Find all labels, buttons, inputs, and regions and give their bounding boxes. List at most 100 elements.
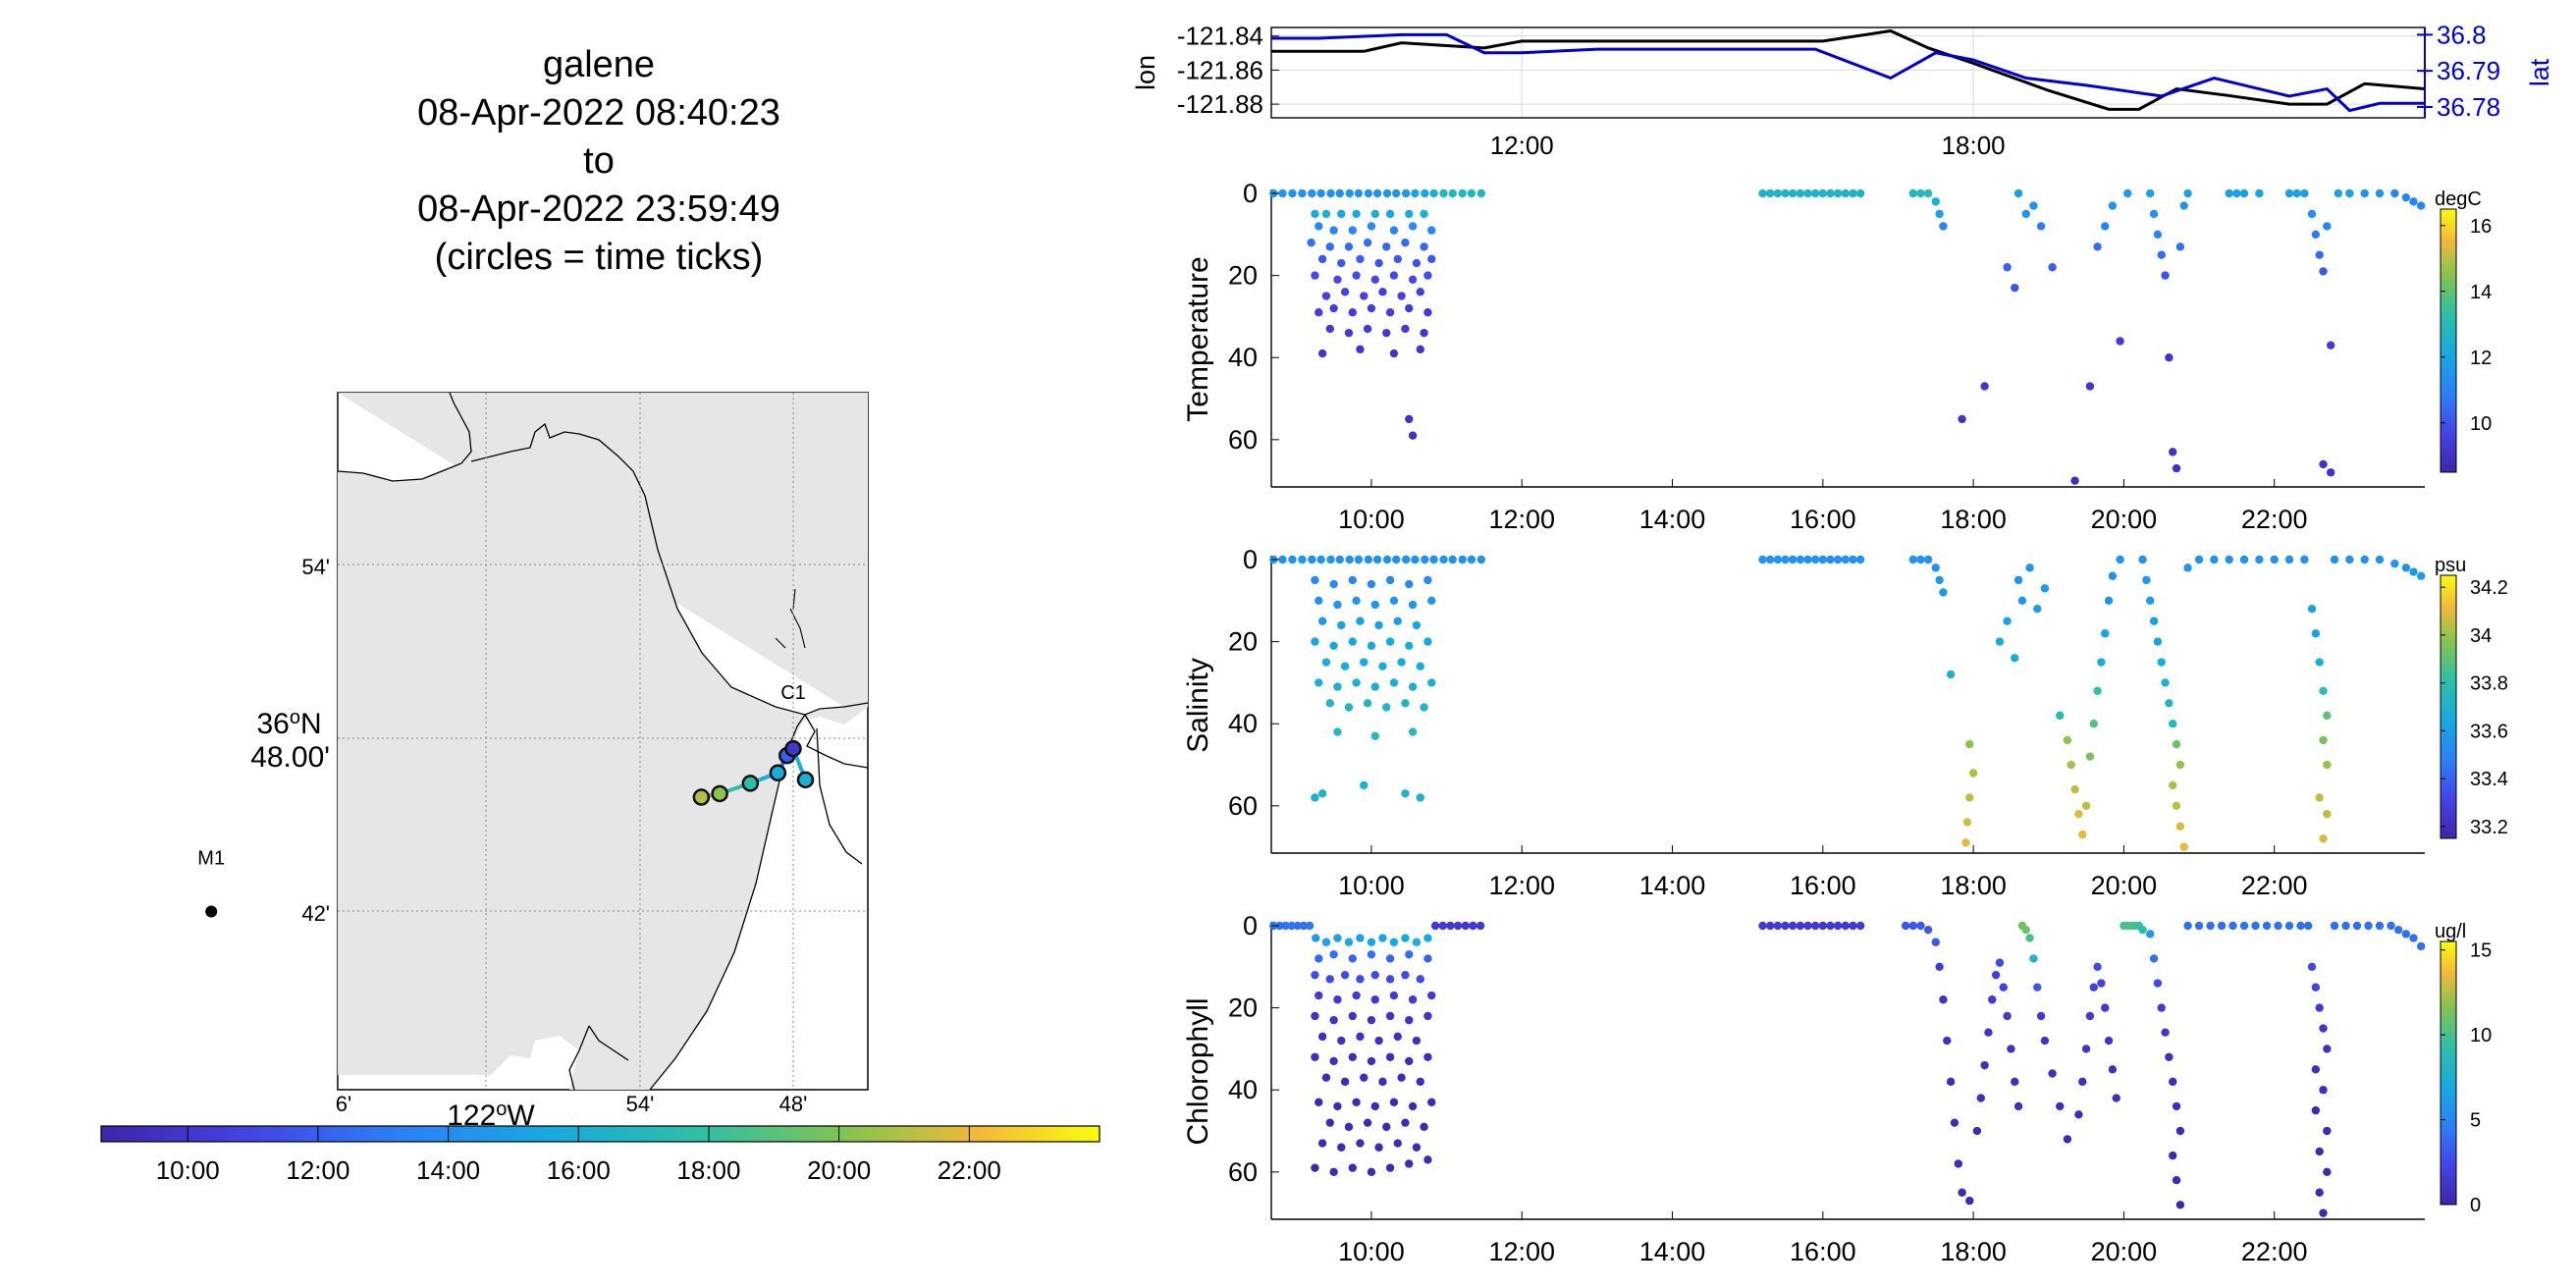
salinity-data-point [1367, 579, 1376, 589]
chlorophyll-data-point [2319, 1024, 2328, 1033]
temperature-data-point [1420, 209, 1428, 219]
temperature-data-point [2093, 242, 2102, 251]
salinity-data-point [2153, 637, 2163, 646]
salinity-data-point [1370, 731, 1379, 740]
chlorophyll-data-point [1416, 1077, 1424, 1087]
chlorophyll-data-point [1321, 938, 1331, 946]
chlorophyll-data-point [1321, 1073, 1331, 1082]
salinity-data-point [1765, 555, 1775, 564]
chlorophyll-data-point [1389, 938, 1399, 946]
temperature-data-point [2345, 188, 2354, 198]
chlorophyll-data-point [2063, 1135, 2072, 1144]
temperature-data-point [2183, 188, 2192, 198]
chlorophyll-data-point [1946, 1077, 1956, 1087]
temperature-data-point [1427, 226, 1436, 235]
salinity-data-point [1810, 555, 1820, 564]
salinity-data-point [2085, 752, 2095, 761]
salinity-data-point [1405, 579, 1414, 589]
chlorophyll-data-point [1370, 1101, 1379, 1111]
salinity-data-point [1408, 727, 1418, 736]
temperature-data-point [1908, 188, 1917, 198]
temperature-data-point [2123, 188, 2132, 198]
salinity-data-point [1348, 637, 1357, 646]
temperature-data-point [1923, 188, 1933, 198]
salinity-data-point [1345, 555, 1354, 564]
chlorophyll-data-point [1348, 954, 1357, 963]
chlorophyll-data-point [1796, 921, 1805, 931]
salinity-data-point [2300, 555, 2309, 564]
chlorophyll-data-point [2089, 983, 2098, 992]
salinity-data-point [1423, 575, 1432, 585]
chlorophyll-data-point [1363, 1118, 1372, 1127]
temperature-data-point [1393, 254, 1402, 264]
chlorophyll-data-point [1412, 1143, 1422, 1152]
salinity-data-point [2307, 604, 2317, 614]
coastline [337, 392, 869, 1091]
temperature-colorbar-tick-label: 12 [2470, 348, 2492, 369]
salinity-data-point [2013, 575, 2023, 585]
temperature-data-point [1420, 328, 1428, 338]
salinity-colorbar-tick-label: 33.8 [2470, 673, 2508, 695]
salinity-data-point [1476, 555, 1486, 564]
chlorophyll-data-point [2146, 930, 2155, 939]
temperature-data-point [2157, 250, 2166, 259]
salinity-data-point [1370, 600, 1379, 610]
position-panel: -121.84 -121.86 -121.88 36.8 36.79 36.78 12:00… [1131, 20, 2554, 160]
salinity-data-point [1405, 641, 1414, 650]
chlorophyll-data-point [1461, 921, 1470, 931]
salinity-data-point [1317, 617, 1327, 625]
salinity-data-point [2074, 809, 2083, 819]
chlorophyll-data-point [1367, 1056, 1376, 1066]
salinity-data-point [2138, 555, 2147, 564]
temperature-data-point [1803, 188, 1812, 198]
salinity-data-point [1308, 555, 1316, 564]
chlorophyll-data-point [1329, 1167, 1338, 1177]
chlorophyll-data-point [2003, 1011, 2012, 1021]
temperature-data-point [1344, 328, 1354, 338]
salinity-data-point [2070, 784, 2079, 794]
salinity-data-point [2108, 571, 2118, 580]
track-time-tick-circle [796, 771, 815, 789]
salinity-data-point [1946, 670, 1956, 679]
title-line-3: to [583, 140, 615, 182]
chlorophyll-data-point [1855, 921, 1865, 931]
temperature-data-point [1810, 188, 1820, 198]
chlorophyll-data-point [1446, 921, 1455, 931]
temperature-data-point [1367, 303, 1376, 313]
chlorophyll-data-point [1317, 1139, 1327, 1148]
temperature-data-point [1382, 328, 1391, 338]
chlorophyll-data-point [2078, 1077, 2087, 1087]
chlorophyll-data-point [2101, 1003, 2110, 1012]
temperature-colorbar-tick-label: 10 [2470, 413, 2492, 435]
chlorophyll-data-point [2323, 1126, 2332, 1136]
chlorophyll-data-point [1311, 1163, 1319, 1172]
salinity-data-point [2319, 735, 2328, 745]
salinity-data-point [2033, 604, 2042, 614]
chlorophyll-data-point [1980, 1060, 1989, 1070]
chlorophyll-data-point [1788, 921, 1798, 931]
temperature-data-point [2390, 188, 2399, 198]
salinity-data-point [1356, 617, 1365, 625]
chlorophyll-data-point [2311, 983, 2321, 992]
chlorophyll-data-point [1476, 921, 1485, 931]
temperature-data-point [1317, 349, 1327, 358]
temperature-x-tick-label: 16:00 [1790, 505, 1856, 534]
temperature-ylabel: Temperature [1182, 256, 1214, 421]
land-area [338, 393, 868, 1090]
chlorophyll-data-point [2217, 921, 2227, 931]
chlorophyll-data-point [1317, 1032, 1327, 1042]
temperature-data-point [1401, 238, 1410, 247]
time-colorbar-ticks: 10:00 12:00 14:00 16:00 18:00 20:00 22:00 [156, 1126, 1001, 1185]
chlorophyll-data-point [2021, 925, 2030, 935]
temperature-data-point [1321, 209, 1331, 219]
chlorophyll-data-point [1325, 975, 1334, 984]
temperature-data-point [1315, 222, 1323, 231]
temperature-data-point [2311, 230, 2321, 240]
temperature-data-point [2085, 382, 2095, 391]
temperature-colorbar-tick-label: 16 [2470, 216, 2492, 238]
time-colorbar-bar [100, 1125, 1100, 1143]
salinity-data-point [2169, 780, 2177, 790]
temperature-data-point [2011, 283, 2019, 293]
salinity-data-point [1311, 793, 1319, 802]
